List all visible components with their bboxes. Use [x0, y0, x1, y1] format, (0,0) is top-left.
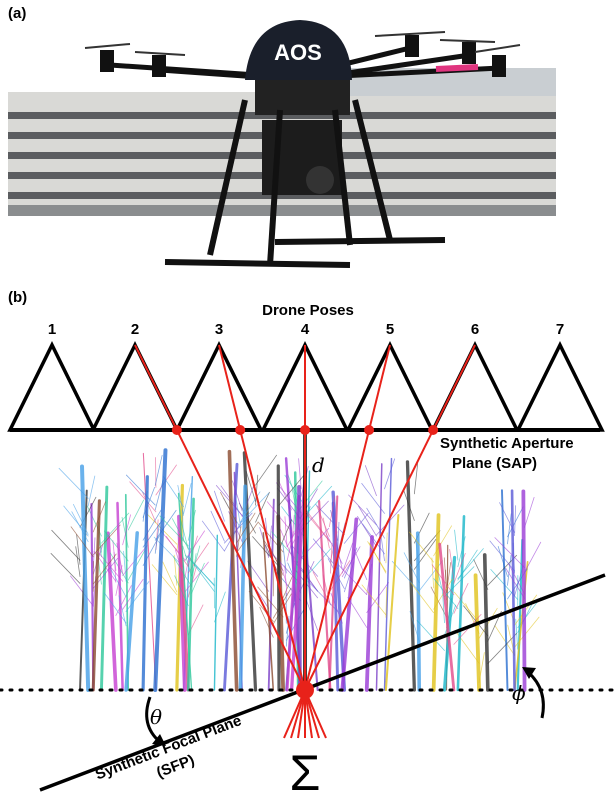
tree-branch — [386, 533, 387, 563]
tree-trunk — [376, 464, 381, 690]
pose-label: 7 — [556, 321, 564, 338]
tree-branch — [155, 455, 162, 485]
sap-sample — [172, 425, 182, 435]
tree-trunk — [101, 487, 106, 690]
tree-branch — [130, 482, 156, 512]
tree-branch — [525, 542, 541, 572]
phi-arc — [528, 672, 543, 718]
tree-branch — [299, 459, 301, 489]
tree-branch — [256, 455, 277, 485]
tree-branch — [525, 497, 535, 527]
tree-branch — [51, 553, 80, 583]
focal-point — [296, 681, 314, 699]
pose-triangle — [93, 345, 177, 430]
tree-branch — [495, 626, 515, 656]
pose-label: 5 — [386, 321, 394, 338]
tree-branch — [385, 459, 395, 489]
theta-label: θ — [150, 705, 162, 729]
tree-trunk — [117, 503, 122, 690]
pose-label: 2 — [131, 321, 139, 338]
tree-branch — [166, 536, 188, 566]
panel-label: (b) — [8, 289, 27, 306]
tree-branch — [507, 555, 511, 585]
tree-branch — [455, 530, 458, 560]
sum-symbol: Σ — [290, 745, 321, 798]
tree-branch — [362, 585, 386, 615]
phi-label: ϕ — [512, 681, 526, 705]
tree-branch — [273, 566, 274, 596]
pose-triangle — [518, 345, 602, 430]
tree-trunk — [278, 466, 279, 690]
tree-branch — [515, 506, 516, 536]
sfp-label: Synthetic Focal Plane (SFP) — [93, 712, 251, 798]
tree-trunk — [214, 535, 217, 690]
sap-sample — [428, 425, 438, 435]
pose-triangle — [10, 345, 94, 430]
tree-branch — [392, 561, 419, 591]
tree-branch — [152, 565, 177, 595]
tree-trunk — [523, 491, 524, 690]
sap-sample — [364, 425, 374, 435]
pose-label: 4 — [301, 321, 310, 338]
tree-trunk — [342, 519, 356, 690]
pose-label: 6 — [471, 321, 479, 338]
tree-branch — [348, 597, 367, 627]
tree-trunk — [240, 486, 245, 690]
pose-label: 3 — [215, 321, 223, 338]
tree-branch — [164, 477, 184, 507]
sap-label: Plane (SAP) — [452, 455, 537, 472]
tree-branch — [70, 576, 93, 606]
tree-branch — [52, 530, 80, 560]
pose-triangle — [177, 345, 261, 430]
tree-branch — [184, 484, 191, 514]
tree-trunk — [502, 490, 508, 690]
drone-logo: AOS — [274, 40, 322, 65]
sap-sample — [300, 425, 310, 435]
sap-label: Synthetic Aperture — [440, 435, 574, 452]
poses-title: Drone Poses — [262, 302, 354, 319]
pose-triangle — [348, 345, 432, 430]
distance-label: d — [312, 453, 325, 477]
tree-branch — [126, 475, 155, 505]
tree-trunk — [407, 462, 414, 690]
tree-trunk — [512, 491, 514, 690]
figure: AOS (a) (b) Drone Poses 1 2 3 4 5 6 7 d Synthe… — [0, 0, 616, 798]
tree-branch — [354, 550, 366, 580]
pose-label: 1 — [48, 321, 56, 338]
tree-branch — [507, 514, 511, 544]
pose-triangle — [433, 345, 517, 430]
drone-photo: AOS — [8, 20, 556, 265]
tree-branch — [488, 634, 517, 664]
tree-branch — [104, 593, 126, 623]
tree-branch — [77, 535, 80, 565]
panel-label: (a) — [8, 5, 26, 22]
tree-branch — [202, 521, 224, 551]
sap-sample — [235, 425, 245, 435]
tree-branch — [444, 567, 473, 597]
